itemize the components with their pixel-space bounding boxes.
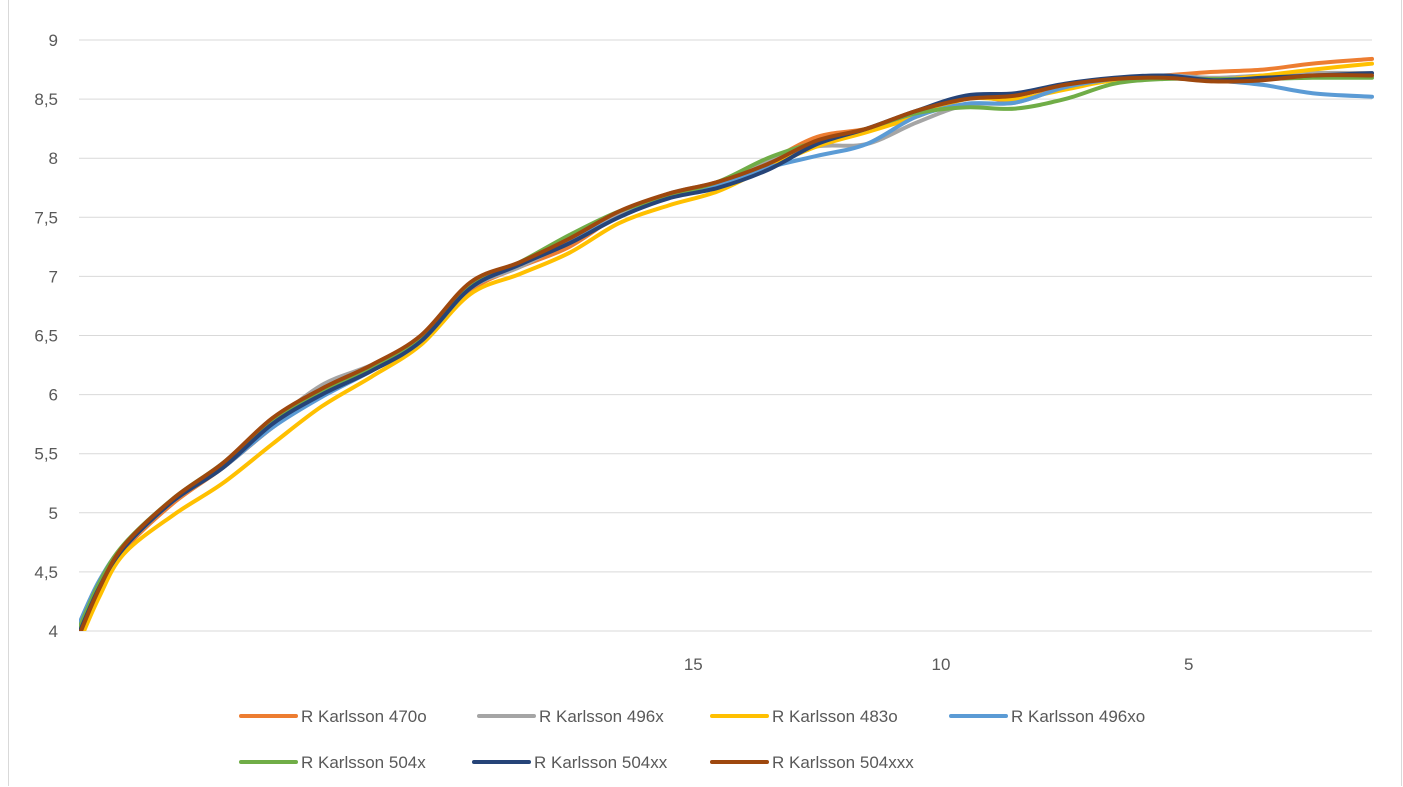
legend-label: R Karlsson 470o: [301, 707, 427, 726]
legend-label: R Karlsson 483o: [772, 707, 898, 726]
series-line: [79, 71, 1374, 631]
y-tick-label: 7,5: [34, 208, 58, 227]
series-line: [79, 70, 1374, 630]
y-tick-label: 6,5: [34, 327, 58, 346]
y-axis-ticks: 4 4,5 5 5,5 6 6,5 7 7,5 8 8,5 9: [34, 31, 58, 641]
y-tick-label: 4: [49, 622, 58, 641]
x-tick-label: 15: [684, 655, 703, 674]
series-line: [81, 61, 1374, 631]
x-tick-label: 5: [1184, 655, 1193, 674]
legend-label: R Karlsson 504xx: [534, 753, 668, 772]
legend-item: R Karlsson 496x: [477, 707, 664, 726]
y-tick-label: 8: [49, 149, 58, 168]
series-line: [79, 73, 1374, 631]
y-tick-label: 4,5: [34, 563, 58, 582]
y-tick-label: 8,5: [34, 90, 58, 109]
chart-frame: [8, 0, 1402, 786]
legend-item: R Karlsson 496xo: [949, 707, 1145, 726]
legend-label: R Karlsson 504xxx: [772, 753, 914, 772]
series-line: [80, 56, 1374, 631]
x-tick-label: 10: [932, 655, 951, 674]
y-tick-label: 7: [49, 267, 58, 286]
gridlines: [79, 39, 1372, 632]
legend-item: R Karlsson 470o: [239, 707, 427, 726]
legend-item: R Karlsson 483o: [710, 707, 898, 726]
legend-item: R Karlsson 504xxx: [710, 753, 914, 772]
y-tick-label: 5: [49, 504, 58, 523]
legend-label: R Karlsson 496x: [539, 707, 664, 726]
series-line: [79, 75, 1374, 631]
y-tick-label: 6: [49, 386, 58, 405]
legend: R Karlsson 470o R Karlsson 496x R Karlsson…: [239, 707, 1145, 772]
y-tick-label: 9: [49, 31, 58, 50]
legend-item: R Karlsson 504xx: [472, 753, 668, 772]
legend-item: R Karlsson 504x: [239, 753, 426, 772]
x-axis-ticks: 15 10 5: [684, 655, 1194, 674]
series-lines: [79, 56, 1374, 631]
legend-label: R Karlsson 504x: [301, 753, 426, 772]
y-tick-label: 5,5: [34, 445, 58, 464]
legend-label: R Karlsson 496xo: [1011, 707, 1145, 726]
